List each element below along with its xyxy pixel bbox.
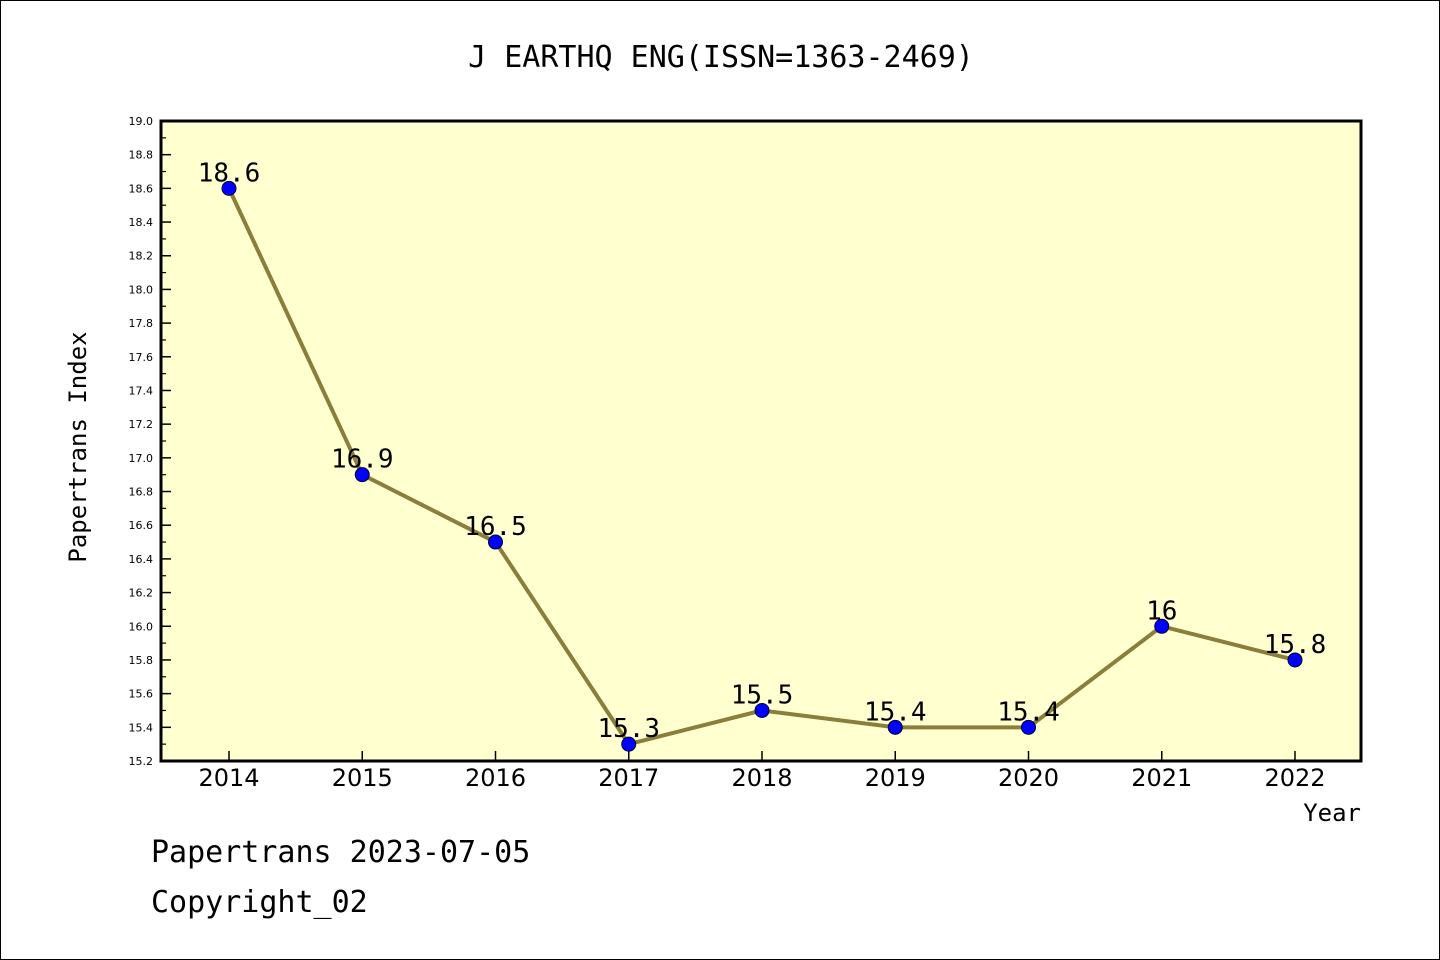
x-axis-label: Year [1303, 799, 1361, 827]
y-tick-label: 15.6 [129, 688, 154, 701]
data-label: 15.3 [597, 714, 660, 744]
footer-date: Papertrans 2023-07-05 [151, 835, 531, 870]
x-tick-label: 2018 [731, 764, 792, 792]
data-point [488, 534, 503, 550]
data-label: 18.6 [198, 158, 261, 188]
data-label: 16.5 [464, 512, 527, 542]
data-point [354, 467, 370, 483]
x-tick-label: 2022 [1264, 764, 1325, 792]
y-tick-label: 15.8 [129, 654, 154, 667]
y-axis: 15.2 15.4 15.6 15.8 16.0 16.2 16.4 16.6 16.8 17.0… [129, 115, 171, 768]
y-tick-label: 17.8 [129, 317, 154, 330]
footer-copyright: Copyright_02 [151, 885, 368, 920]
y-tick-label: 17.4 [129, 384, 154, 397]
data-label: 15.8 [1264, 630, 1327, 660]
data-point [1287, 652, 1303, 668]
y-tick-label: 18.0 [129, 283, 154, 296]
y-axis-label: Papertrans Index [64, 331, 92, 562]
y-tick-label: 15.2 [129, 755, 154, 768]
data-point [754, 702, 770, 718]
y-tick-label: 18.4 [129, 216, 154, 229]
y-tick-label: 17.0 [129, 452, 154, 465]
y-tick-label: 15.4 [129, 721, 154, 734]
data-point [1021, 719, 1036, 735]
x-tick-label: 2017 [598, 764, 659, 792]
x-tick-label: 2016 [465, 764, 526, 792]
plot-area [159, 119, 1363, 763]
y-tick-label: 18.2 [129, 250, 154, 263]
y-tick-label: 18.6 [129, 182, 154, 195]
data-label: 15.4 [997, 697, 1060, 727]
data-label: 15.5 [731, 680, 794, 710]
data-point [887, 719, 903, 735]
series-layer: 18.6 16.9 16.5 15.3 15.5 15.4 15.4 16 15.8 [198, 158, 1327, 752]
data-label: 16.9 [331, 445, 394, 475]
x-tick-label: 2021 [1131, 764, 1192, 792]
x-tick-label: 2014 [198, 764, 259, 792]
y-tick-label: 16.6 [129, 519, 154, 532]
y-tick-label: 16.4 [129, 553, 154, 566]
y-tick-label: 19.0 [129, 115, 154, 128]
data-label: 15.4 [864, 697, 927, 727]
chart-title: J EARTHQ ENG(ISSN=1363-2469) [468, 40, 974, 75]
x-tick-label: 2019 [865, 764, 926, 792]
y-tick-label: 16.0 [129, 620, 154, 633]
y-tick-label: 17.2 [129, 418, 154, 431]
x-axis: 2014 2015 2016 2017 2018 2019 2020 2021 2022 [198, 751, 1326, 792]
y-tick-label: 17.6 [129, 351, 154, 364]
data-point [1154, 618, 1170, 634]
y-tick-label: 16.2 [129, 587, 154, 600]
x-tick-label: 2020 [998, 764, 1059, 792]
y-tick-label: 18.8 [129, 149, 154, 162]
data-point [621, 736, 637, 752]
x-tick-label: 2015 [332, 764, 393, 792]
data-label: 16 [1146, 596, 1177, 626]
data-point [221, 180, 237, 196]
y-tick-label: 16.8 [129, 486, 154, 499]
